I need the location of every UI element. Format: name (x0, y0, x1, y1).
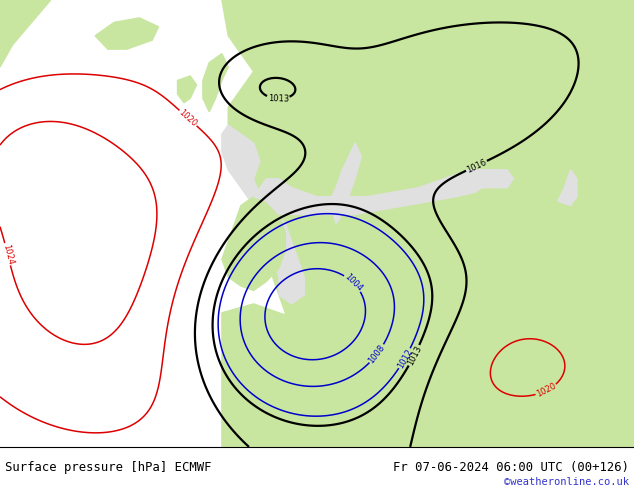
Text: ©weatheronline.co.uk: ©weatheronline.co.uk (504, 477, 629, 487)
Polygon shape (292, 0, 399, 447)
Text: 1012: 1012 (396, 347, 414, 370)
Polygon shape (222, 125, 304, 304)
Text: 1013: 1013 (268, 94, 289, 103)
Polygon shape (222, 0, 634, 447)
Polygon shape (203, 53, 228, 112)
Text: 1020: 1020 (535, 382, 558, 399)
Text: 1013: 1013 (405, 344, 423, 367)
Text: 1016: 1016 (465, 157, 488, 174)
Polygon shape (178, 76, 197, 103)
Text: 1020: 1020 (178, 108, 199, 128)
Text: 1024: 1024 (1, 243, 15, 266)
Polygon shape (95, 18, 158, 49)
Polygon shape (558, 170, 577, 206)
Text: 1008: 1008 (367, 343, 387, 365)
Text: 1004: 1004 (342, 272, 364, 294)
Polygon shape (456, 170, 514, 188)
Text: Surface pressure [hPa] ECMWF: Surface pressure [hPa] ECMWF (5, 461, 212, 474)
Polygon shape (254, 170, 495, 215)
Polygon shape (222, 196, 285, 291)
Text: Fr 07-06-2024 06:00 UTC (00+126): Fr 07-06-2024 06:00 UTC (00+126) (393, 461, 629, 474)
Polygon shape (0, 0, 51, 67)
Polygon shape (330, 143, 361, 223)
Polygon shape (222, 268, 634, 447)
